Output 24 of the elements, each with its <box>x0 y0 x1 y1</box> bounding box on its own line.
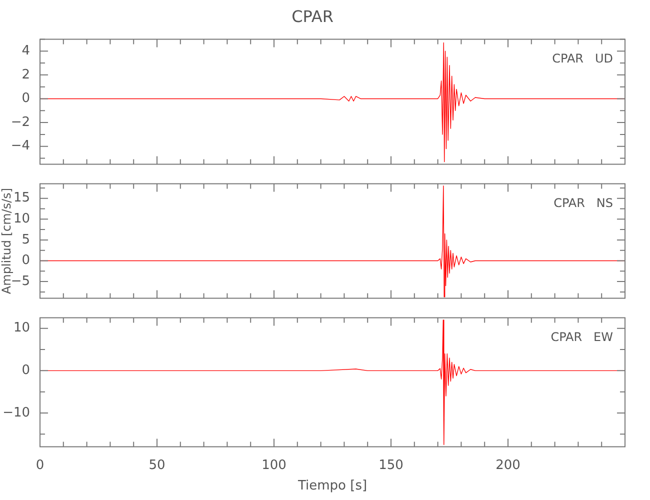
y-tick-label: 4 <box>22 43 30 58</box>
y-tick-label: −10 <box>2 405 30 420</box>
y-tick-label: 15 <box>13 190 30 206</box>
chart-title: CPAR <box>292 6 334 26</box>
annotation: CPAR NS <box>554 196 613 210</box>
y-tick-label: 10 <box>13 320 30 336</box>
y-tick-label: 10 <box>13 212 30 227</box>
x-tick-label: 200 <box>496 458 520 473</box>
x-axis-title: Tiempo [s] <box>296 478 368 494</box>
y-tick-label: −2 <box>10 114 30 130</box>
y-tick-label: 2 <box>22 67 30 82</box>
x-tick-label: 50 <box>148 458 166 473</box>
x-tick-label: 0 <box>36 458 44 473</box>
y-axis-title: Amplitud [cm/s/s] <box>0 188 14 294</box>
y-tick-label: 0 <box>22 91 30 106</box>
y-tick-label: 5 <box>22 232 30 248</box>
x-tick-label: 150 <box>378 458 404 473</box>
x-tick-label: 100 <box>262 458 286 473</box>
y-tick-label: 0 <box>22 253 30 268</box>
y-tick-label: −4 <box>10 138 30 154</box>
annotation: CPAR EW <box>550 330 614 344</box>
y-tick-label: −5 <box>10 274 30 289</box>
annotation: CPAR UD <box>552 51 613 66</box>
y-tick-label: 0 <box>22 363 30 378</box>
